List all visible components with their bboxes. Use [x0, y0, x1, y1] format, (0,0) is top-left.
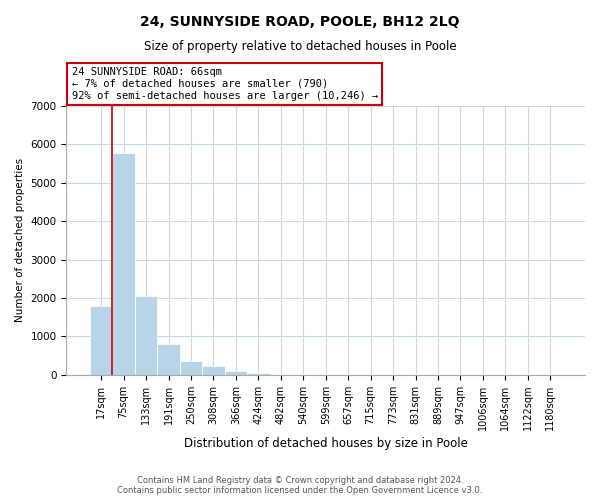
Bar — [135, 296, 157, 375]
Bar — [202, 366, 224, 375]
Y-axis label: Number of detached properties: Number of detached properties — [15, 158, 25, 322]
Text: 24, SUNNYSIDE ROAD, POOLE, BH12 2LQ: 24, SUNNYSIDE ROAD, POOLE, BH12 2LQ — [140, 15, 460, 29]
Bar — [247, 372, 269, 375]
Text: Contains HM Land Registry data © Crown copyright and database right 2024.
Contai: Contains HM Land Registry data © Crown c… — [118, 476, 482, 495]
Bar — [224, 370, 247, 375]
Text: 24 SUNNYSIDE ROAD: 66sqm
← 7% of detached houses are smaller (790)
92% of semi-d: 24 SUNNYSIDE ROAD: 66sqm ← 7% of detache… — [71, 68, 378, 100]
Bar — [90, 306, 112, 375]
Bar — [157, 344, 180, 375]
Text: Size of property relative to detached houses in Poole: Size of property relative to detached ho… — [143, 40, 457, 53]
Bar — [269, 374, 292, 375]
Bar — [112, 153, 135, 375]
X-axis label: Distribution of detached houses by size in Poole: Distribution of detached houses by size … — [184, 437, 467, 450]
Bar — [180, 361, 202, 375]
